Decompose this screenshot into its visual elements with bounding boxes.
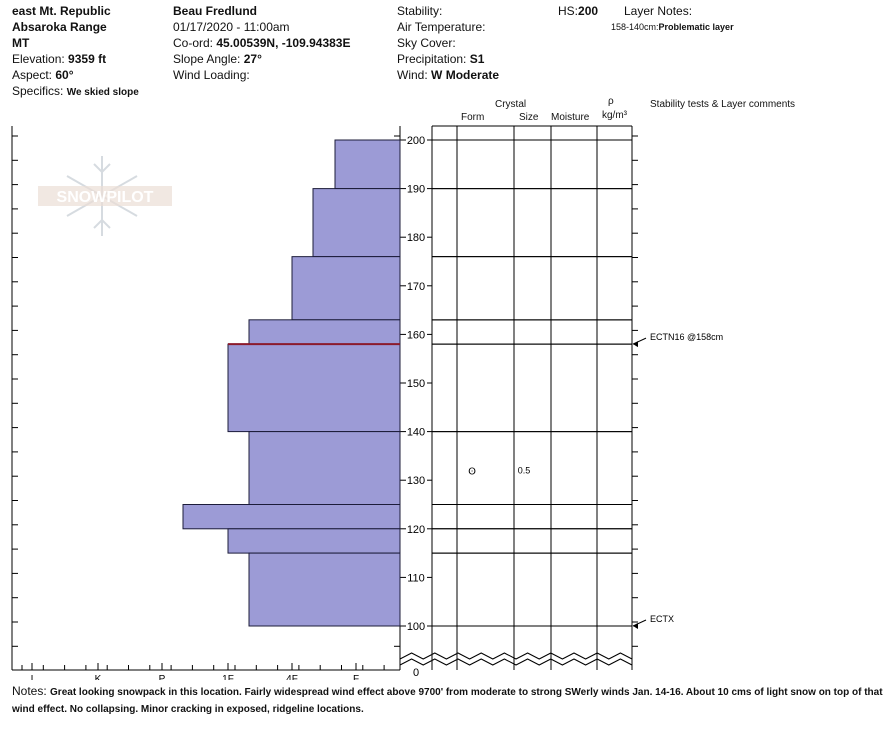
grain-form-symbol: ʘ	[468, 466, 476, 477]
air-temperature-row: Air Temperature:	[397, 20, 485, 34]
observer-name: Beau Fredlund	[173, 4, 258, 18]
hardness-tick-label: 1F	[222, 674, 234, 680]
layer-notes-label: Layer Notes:	[624, 4, 693, 18]
height-tick-label: 0	[413, 667, 419, 679]
hardness-tick-label: I	[31, 674, 34, 680]
state: MT	[12, 36, 30, 50]
size-header: Size	[519, 112, 539, 123]
wind-row: Wind: W Moderate	[397, 68, 499, 82]
observation-datetime: 01/17/2020 - 11:00am	[173, 20, 290, 34]
sky-cover-row: Sky Cover:	[397, 36, 456, 50]
wind-label: Wind:	[397, 68, 428, 82]
chart-frame	[11, 125, 647, 671]
layer-note: 158-140cm:Problematic layer	[611, 21, 734, 33]
stability-comments-header: Stability tests & Layer comments	[650, 99, 796, 110]
hardness-tick-label: 4F	[286, 674, 298, 680]
wind-value: W Moderate	[431, 68, 500, 82]
coordinates-row: Co-ord: 45.00539N, -109.94383E	[173, 36, 350, 50]
air-temperature-label: Air Temperature:	[397, 20, 486, 34]
hs-value: 200	[578, 4, 599, 18]
stability-row: Stability:	[397, 4, 442, 18]
notes-label: Notes:	[12, 684, 47, 698]
layer-note-text: Problematic layer	[658, 22, 734, 32]
hardness-tick-label: P	[159, 674, 166, 680]
stability-test-label: ECTN16 @158cm	[650, 332, 723, 342]
chart-labels: 0 100 110 120 130 140 150 160 170 180 190 200 I K P 1F 4…	[31, 135, 724, 680]
coordinates-label: Co-ord:	[173, 36, 214, 50]
axis-break-zigzag	[399, 658, 633, 666]
height-tick-label: 150	[407, 378, 425, 390]
height-tick-label: 190	[407, 184, 425, 196]
location-name: east Mt. Republic	[12, 4, 111, 18]
height-tick-label: 180	[407, 232, 425, 244]
precipitation-label: Precipitation:	[397, 52, 467, 66]
hardness-tick-label: K	[95, 674, 102, 680]
form-header: Form	[461, 112, 485, 123]
hardness-bar	[227, 528, 401, 554]
snowflake-icon	[66, 156, 138, 236]
hardness-tick-label: F	[353, 674, 359, 680]
stability-test-arrow	[633, 341, 638, 348]
stability-test-label: ECTX	[650, 614, 674, 624]
hs-row: HS:200	[558, 4, 598, 18]
height-tick-label: 140	[407, 427, 425, 439]
snowpilot-watermark: SNOWPILOT	[38, 156, 172, 236]
mountain-range: Absaroka Range	[12, 20, 107, 34]
hardness-bar	[312, 188, 401, 258]
slope-angle-label: Slope Angle:	[173, 52, 241, 66]
specifics-value: We skied slope	[66, 87, 139, 98]
axis-break-zigzag	[399, 652, 633, 660]
hardness-bar	[182, 504, 401, 530]
layer-note-range: 158-140cm:	[611, 22, 659, 32]
height-tick-label: 200	[407, 135, 425, 147]
precipitation-value: S1	[469, 52, 485, 66]
height-tick-label: 130	[407, 475, 425, 487]
grain-size-value: 0.5	[518, 465, 531, 475]
height-tick-label: 110	[407, 572, 425, 584]
hardness-bars	[182, 139, 401, 627]
hardness-bar	[334, 139, 401, 190]
precipitation-row: Precipitation: S1	[397, 52, 484, 66]
hardness-bar	[291, 256, 401, 321]
elevation-label: Elevation:	[12, 52, 65, 66]
slope-angle-value: 27°	[243, 52, 262, 66]
elevation-value: 9359 ft	[68, 52, 107, 66]
aspect-row: Aspect: 60°	[12, 68, 74, 82]
watermark-band	[38, 186, 172, 206]
elevation-row: Elevation: 9359 ft	[12, 52, 106, 66]
sky-cover-label: Sky Cover:	[397, 36, 456, 50]
hardness-bar	[227, 343, 401, 433]
hardness-bar	[248, 431, 401, 506]
moisture-header: Moisture	[551, 112, 590, 123]
coordinates-value: 45.00539N, -109.94383E	[216, 36, 351, 50]
height-tick-label: 120	[407, 524, 425, 536]
watermark-text: SNOWPILOT	[57, 189, 154, 206]
hs-label: HS:	[558, 4, 579, 18]
stability-test-arrow	[633, 623, 638, 629]
specifics-row: Specifics: We skied slope	[12, 84, 139, 99]
snow-profile-chart: SNOWPILOT 0 100 110 120 130 140 150 160 170 180 19…	[11, 125, 724, 680]
stability-label: Stability:	[397, 4, 443, 18]
density-symbol: ρ	[608, 96, 614, 107]
wind-loading-label: Wind Loading:	[173, 68, 250, 82]
aspect-label: Aspect:	[12, 68, 53, 82]
crystal-header: Crystal	[495, 99, 527, 110]
hardness-bar	[248, 319, 401, 345]
height-tick-label: 160	[407, 329, 425, 341]
height-tick-label: 170	[407, 281, 425, 293]
aspect-value: 60°	[55, 68, 74, 82]
hardness-bar	[248, 552, 401, 627]
wind-loading-row: Wind Loading:	[173, 68, 250, 82]
density-unit: kg/m³	[602, 110, 627, 121]
slope-angle-row: Slope Angle: 27°	[173, 52, 262, 66]
notes-section: Notes: Great looking snowpack in this lo…	[12, 684, 884, 718]
notes-text: Great looking snowpack in this location.…	[12, 687, 883, 715]
specifics-label: Specifics:	[12, 84, 64, 98]
height-tick-label: 100	[407, 621, 425, 633]
